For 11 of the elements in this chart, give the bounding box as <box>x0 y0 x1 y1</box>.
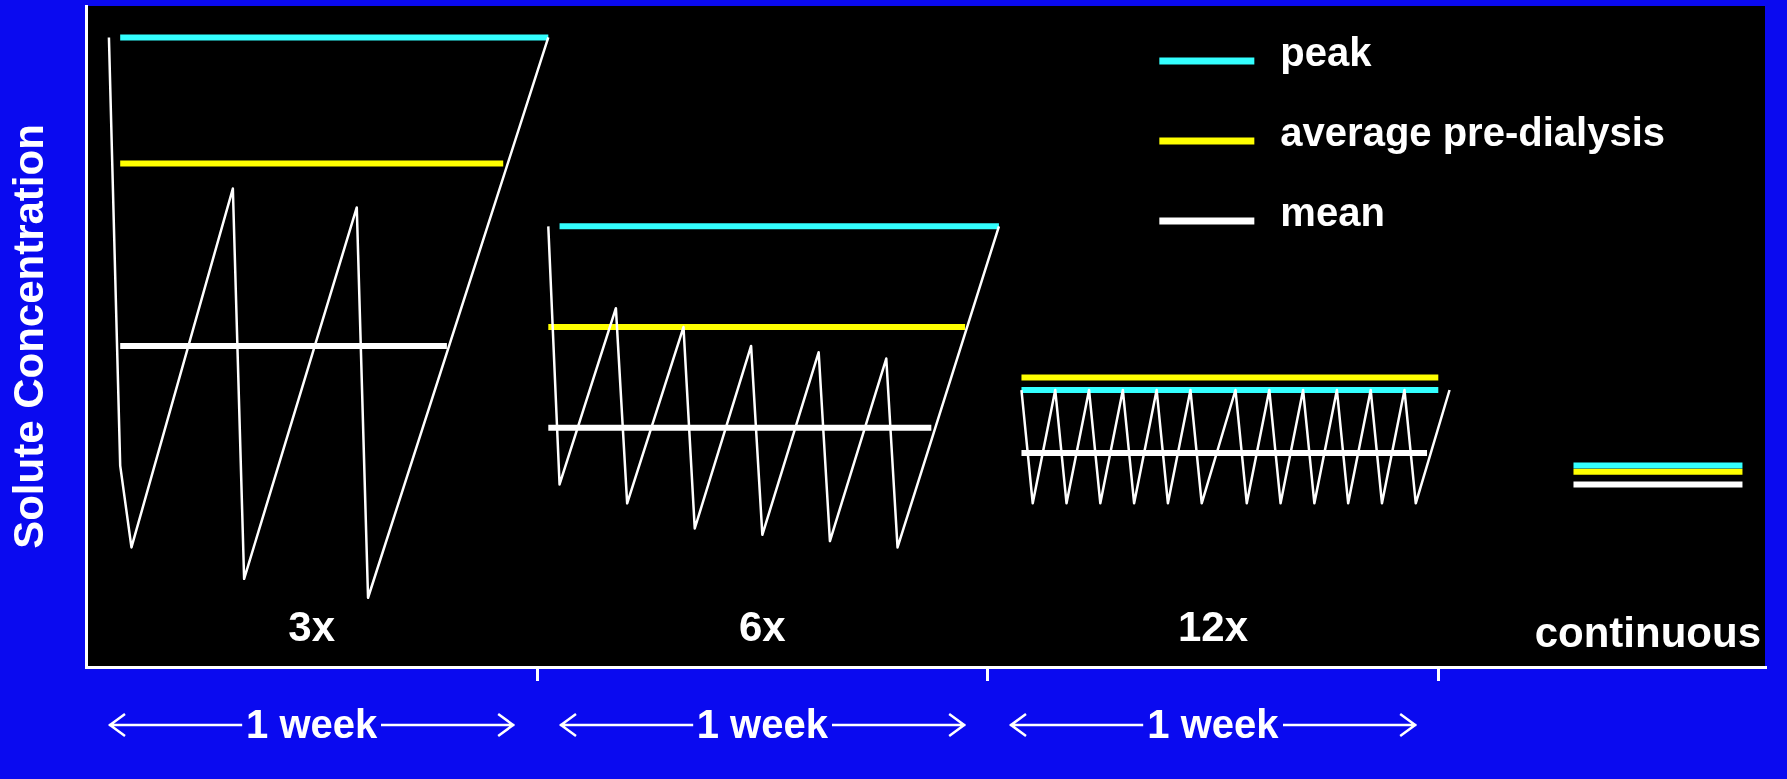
annotation: 3x <box>288 602 336 650</box>
x-tick-label: 1 week <box>246 702 379 747</box>
legend-label: average pre-dialysis <box>1280 110 1665 155</box>
annotation: continuous <box>1534 608 1761 656</box>
x-tick-label: 1 week <box>1147 702 1280 747</box>
legend-label: mean <box>1280 190 1385 235</box>
x-tick-label: 1 week <box>696 702 829 747</box>
annotation: 6x <box>738 602 787 650</box>
annotation: 12x <box>1177 602 1249 650</box>
y-axis-title: Solute Concentration <box>4 124 52 549</box>
legend-label: peak <box>1280 30 1373 75</box>
